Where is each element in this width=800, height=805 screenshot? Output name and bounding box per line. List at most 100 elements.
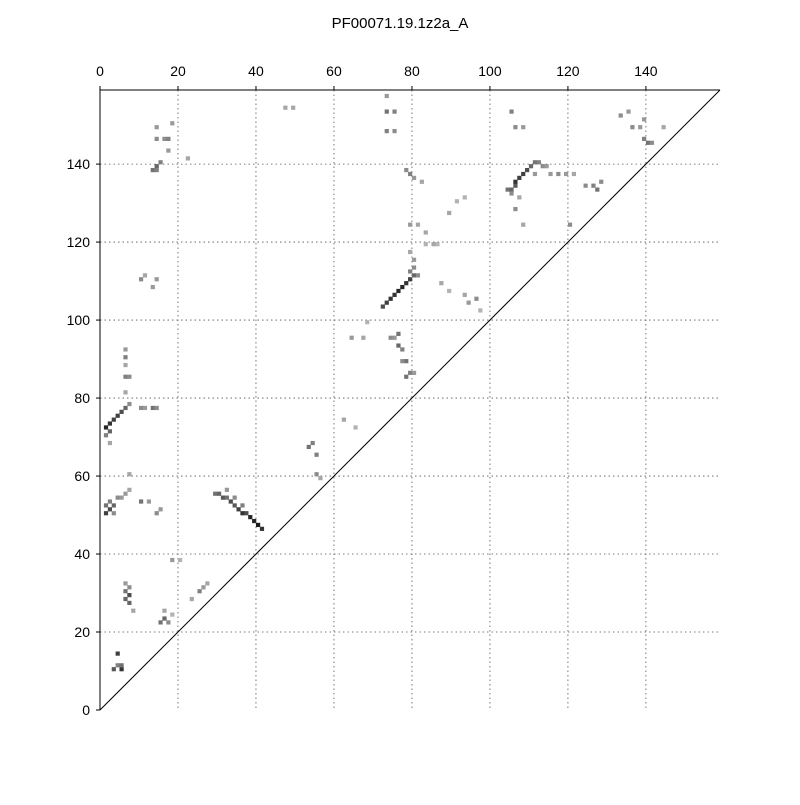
contact-cell <box>466 300 471 305</box>
contact-cell <box>283 105 288 110</box>
contact-cell <box>123 355 128 360</box>
contact-cell <box>123 405 128 411</box>
x-tick-label: 100 <box>478 63 502 79</box>
y-tick-label: 140 <box>67 156 91 172</box>
contact-cell <box>158 507 163 512</box>
contact-cell <box>626 109 631 114</box>
contact-cell <box>248 515 253 520</box>
contact-cell <box>119 667 124 672</box>
x-tick-label: 140 <box>634 63 658 79</box>
axes <box>99 89 721 711</box>
contact-cell <box>150 405 155 411</box>
contact-cell <box>517 175 522 180</box>
contact-cell <box>123 596 128 602</box>
contact-cell <box>291 105 296 110</box>
contact-cell <box>310 440 315 446</box>
contact-cell <box>318 476 323 481</box>
contact-cell <box>115 495 120 500</box>
contact-cell <box>154 277 159 282</box>
contact-cell <box>216 491 222 496</box>
contact-cell <box>404 374 409 379</box>
contact-cell <box>392 292 397 297</box>
contact-cell <box>525 167 530 173</box>
contact-cell <box>115 663 120 668</box>
contact-cell <box>544 164 549 169</box>
contact-cell <box>166 136 171 141</box>
contact-cell <box>513 206 518 212</box>
contact-cell <box>123 390 128 395</box>
contact-cell <box>408 222 413 227</box>
x-tick-label: 20 <box>170 63 186 79</box>
contact-cell <box>213 491 218 496</box>
contact-cell <box>162 608 167 613</box>
contact-cell <box>509 191 514 196</box>
contact-cell <box>205 581 210 586</box>
contact-cell <box>103 511 109 516</box>
contact-cell <box>162 616 167 621</box>
contact-cell <box>517 195 522 200</box>
contact-cell <box>392 128 397 134</box>
contact-cell <box>138 499 144 504</box>
contact-cell <box>411 370 417 375</box>
contact-cell <box>131 608 136 613</box>
contact-cell <box>170 557 175 563</box>
contact-cell <box>454 199 460 204</box>
contact-cell <box>388 335 393 340</box>
contact-cell <box>411 257 417 262</box>
contact-cell <box>224 495 229 500</box>
contact-cell <box>415 273 421 278</box>
contact-cell <box>630 125 635 130</box>
y-axis-ticks: 0 20 40 60 80 100 120 140 <box>67 156 100 718</box>
contact-cell <box>123 581 128 586</box>
contact-cell <box>170 612 175 617</box>
contact-cell <box>415 222 421 227</box>
contact-cell <box>521 125 526 130</box>
contact-cell <box>123 491 128 496</box>
contact-cell <box>232 503 237 508</box>
contact-cells <box>103 93 666 672</box>
contact-cell <box>111 511 116 516</box>
contact-cell <box>252 518 257 524</box>
contact-cell <box>642 136 647 141</box>
contact-cell <box>127 593 132 598</box>
contact-cell <box>564 171 569 177</box>
x-tick-label: 80 <box>404 63 420 79</box>
contact-cell <box>548 171 553 177</box>
contact-cell <box>532 160 538 165</box>
contact-cell <box>447 288 452 294</box>
contact-cell <box>349 335 354 340</box>
contact-cell <box>384 300 389 305</box>
contact-cell <box>154 125 159 130</box>
contact-cell <box>649 140 655 145</box>
contact-cell <box>127 585 132 590</box>
contact-cell <box>111 417 116 422</box>
y-tick-label: 120 <box>67 234 91 250</box>
contact-cell <box>138 277 144 282</box>
contact-cell <box>111 503 116 508</box>
contact-cell <box>431 242 436 247</box>
contact-cell <box>521 222 526 227</box>
contact-cell <box>411 273 417 278</box>
contact-cell <box>462 292 467 297</box>
contact-cell <box>513 179 518 184</box>
y-tick-label: 60 <box>74 468 90 484</box>
contact-cell <box>411 265 417 270</box>
contact-cell <box>154 405 159 411</box>
contact-cell <box>361 335 366 340</box>
y-tick-label: 20 <box>74 624 90 640</box>
contact-cell <box>115 413 120 418</box>
contact-cell <box>478 308 483 313</box>
contact-cell <box>306 444 311 450</box>
contact-cell <box>220 495 226 500</box>
contact-cell <box>150 284 155 290</box>
contact-cell <box>408 269 413 274</box>
contact-cell <box>185 156 190 161</box>
contact-cell <box>521 171 526 177</box>
contact-cell <box>119 495 124 500</box>
x-tick-label: 40 <box>248 63 264 79</box>
contact-cell <box>513 183 518 188</box>
contact-cell <box>618 113 623 118</box>
contact-cell <box>353 425 358 430</box>
contact-cell <box>177 557 183 563</box>
